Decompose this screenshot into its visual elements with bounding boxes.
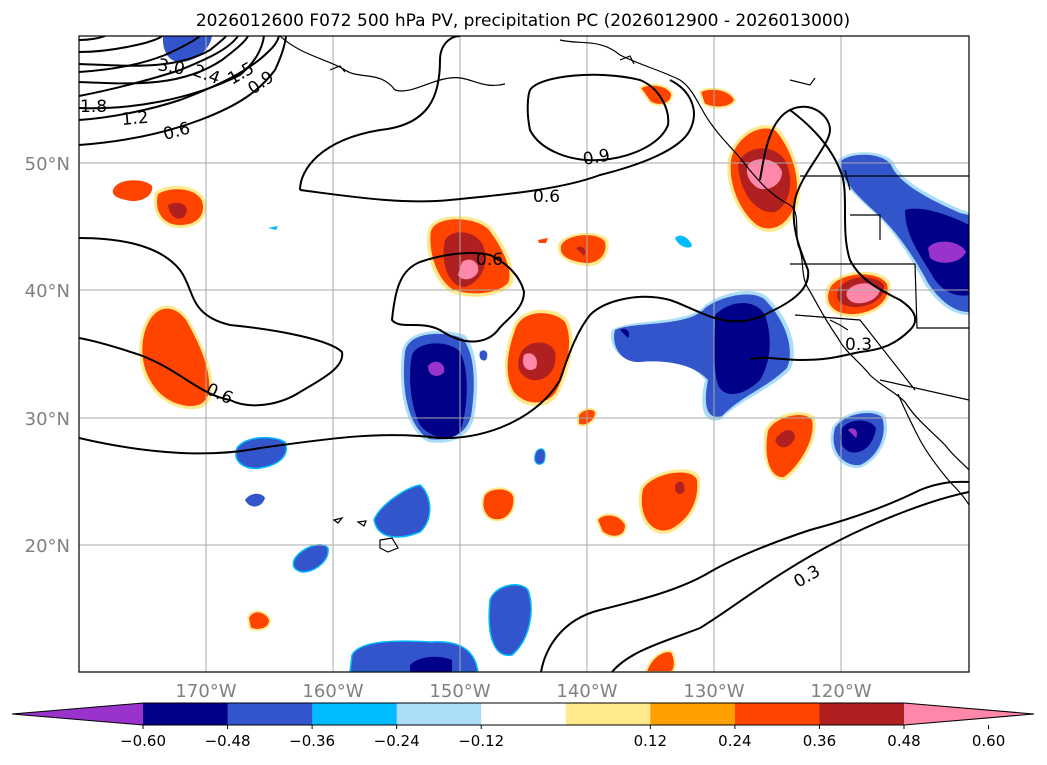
positive-anomaly-175w-48n xyxy=(112,180,153,202)
negative-anomaly-speck-3 xyxy=(268,226,278,230)
colorbar-tick-label: −0.60 xyxy=(120,732,166,750)
colorbar-tick-label: 0.60 xyxy=(972,732,1005,750)
negative-anomaly-core-south xyxy=(410,656,452,672)
contour-label: 1.2 xyxy=(121,108,150,130)
pv-contours xyxy=(79,36,969,672)
colorbar-tick-label: 0.12 xyxy=(634,732,667,750)
negative-anomaly-160w-18n xyxy=(292,544,329,573)
colorbar-segment xyxy=(143,703,229,725)
negative-anomaly-166w-23n xyxy=(245,493,265,507)
colorbar-tick-label: 0.24 xyxy=(718,732,751,750)
longitude-labels: 170°W 160°W 150°W 140°W 130°W 120°W xyxy=(175,681,871,702)
lon-label: 160°W xyxy=(302,681,363,702)
colorbar-tick-label: −0.48 xyxy=(205,732,251,750)
negative-anomaly-speck-2 xyxy=(675,235,692,248)
lat-label: 30°N xyxy=(25,409,70,430)
figure-title: 2026012600 F072 500 hPa PV, precipitatio… xyxy=(196,11,850,31)
positive-anomaly-134w-10n xyxy=(644,650,676,672)
lon-label: 150°W xyxy=(429,681,490,702)
lat-label: 20°N xyxy=(25,536,70,557)
lat-label: 40°N xyxy=(25,281,70,302)
positive-anomaly-150w-43n xyxy=(426,216,514,297)
colorbar-tick-label: 0.48 xyxy=(887,732,920,750)
positive-anomaly-147w-23n xyxy=(481,487,516,522)
negative-anomaly-119w-30n xyxy=(830,410,888,469)
positive-anomaly-133w-25n xyxy=(638,469,701,534)
negative-anomaly-115w-45n xyxy=(837,152,969,315)
lon-label: 170°W xyxy=(175,681,236,702)
positive-anomaly-165w-14n xyxy=(246,610,272,631)
negative-anomaly-153w-22n xyxy=(373,484,431,538)
contour-label: 3.0 xyxy=(156,55,186,79)
colorbar-tick-label: −0.36 xyxy=(289,732,335,750)
negative-anomaly-150w-34n xyxy=(400,330,478,443)
colorbar-tick-label: 0.36 xyxy=(803,732,836,750)
contour-label: 1.8 xyxy=(80,97,107,117)
negative-anomaly-130w-36n xyxy=(611,290,794,421)
positive-anomaly-141w-42n xyxy=(557,232,609,267)
positive-anomaly-139w-21n xyxy=(595,513,628,538)
latitude-labels: 50°N 40°N 30°N 20°N xyxy=(25,154,70,557)
contour-label: 0.3 xyxy=(845,335,872,355)
positive-anomaly-speck xyxy=(538,238,548,243)
colorbar-segment xyxy=(650,703,736,725)
positive-anomaly-124w-29n xyxy=(763,411,816,481)
precipitation-fields xyxy=(112,36,969,672)
positive-anomaly-171w-45n xyxy=(153,185,207,228)
positive-anomaly-122w-40n xyxy=(825,271,891,318)
lon-label: 120°W xyxy=(810,681,871,702)
lon-label: 140°W xyxy=(556,681,617,702)
lon-label: 130°W xyxy=(683,681,744,702)
colorbar-extend-low xyxy=(12,703,143,725)
negative-anomaly-speck-4 xyxy=(534,448,546,465)
map-gridlines xyxy=(79,36,969,672)
colorbar: −0.60 −0.48 −0.36 −0.24 −0.12 0.12 0.24 0.36 0.4… xyxy=(11,702,1035,750)
lat-label: 50°N xyxy=(25,154,70,175)
negative-anomaly-speck xyxy=(479,350,488,361)
colorbar-segment xyxy=(227,703,313,725)
contour-label: 0.6 xyxy=(533,187,560,207)
colorbar-segment xyxy=(734,703,820,725)
colorbar-extend-high xyxy=(904,703,1034,725)
negative-anomaly-bering xyxy=(162,36,212,62)
positive-anomaly-127w-48n xyxy=(727,125,801,232)
colorbar-segment xyxy=(819,703,905,725)
negative-anomaly-146w-13n xyxy=(488,584,532,656)
positive-anomaly-alaska-pan xyxy=(698,87,737,109)
map-frame xyxy=(78,35,970,673)
colorbar-tick-label: −0.24 xyxy=(374,732,420,750)
contour-label: 0.6 xyxy=(476,250,503,270)
positive-anomaly-144w-34n xyxy=(504,309,573,407)
colorbar-segment xyxy=(565,703,651,725)
contour-label: 0.9 xyxy=(581,146,611,170)
colorbar-segment xyxy=(396,703,482,725)
map-area: 3.0 2.4 1.8 1.5 1.2 0.9 0.6 0.9 0.6 0.6 … xyxy=(79,36,969,672)
colorbar-tick-label: −0.12 xyxy=(458,732,504,750)
positive-anomaly-174w-35n xyxy=(139,305,213,410)
colorbar-segment xyxy=(312,703,398,725)
colorbar-segment xyxy=(481,703,567,725)
